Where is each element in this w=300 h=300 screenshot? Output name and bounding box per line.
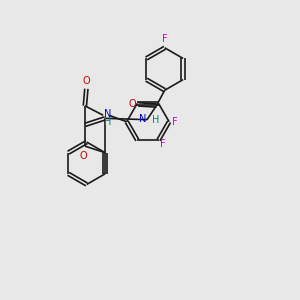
Text: N: N: [104, 109, 111, 119]
Text: F: F: [162, 34, 167, 44]
Text: H: H: [152, 115, 160, 125]
Text: H: H: [104, 117, 111, 127]
Text: O: O: [128, 99, 136, 110]
Text: F: F: [160, 139, 166, 148]
Text: O: O: [82, 76, 90, 86]
Text: N: N: [139, 114, 146, 124]
Text: O: O: [80, 152, 87, 161]
Text: F: F: [172, 117, 178, 127]
